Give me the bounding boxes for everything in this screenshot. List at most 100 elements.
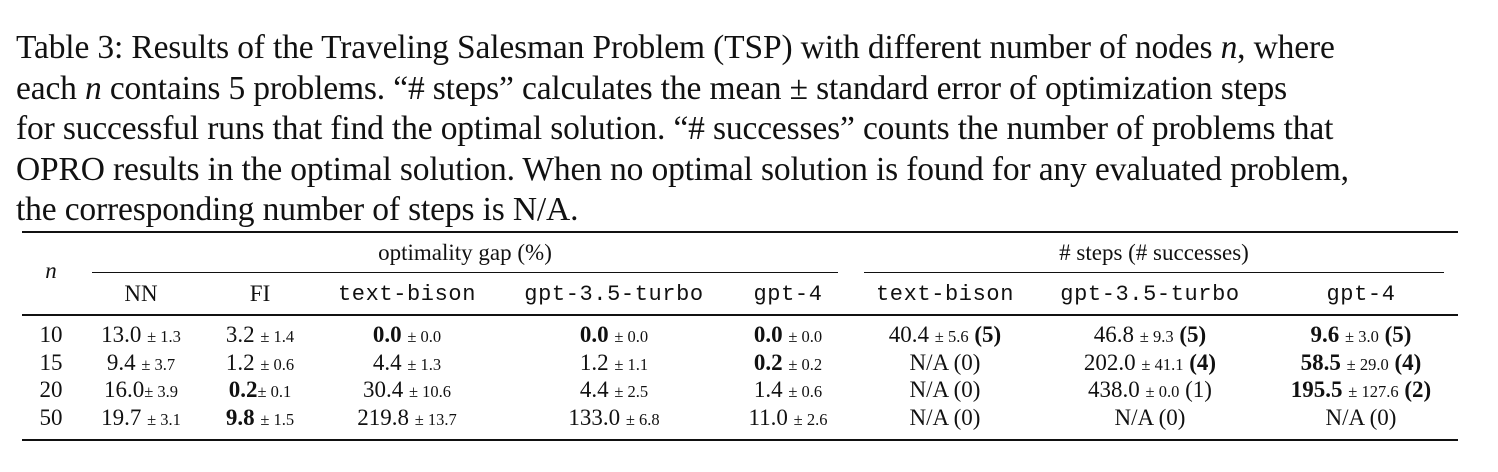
row-n-value: 10 [40, 322, 63, 348]
cell-value: 19.7 [101, 405, 142, 430]
caption-line: OPRO results in the optimal solution. Wh… [16, 150, 1349, 188]
cell-value: 195.5 [1290, 377, 1343, 402]
column-header-label: gpt-4 [753, 282, 823, 307]
cell-std-error: ± 0.0 [407, 327, 442, 346]
cell-std-error: ± 0.0 [614, 327, 649, 346]
cell-value: 40.4 [888, 322, 930, 347]
row-n-text: 10 [39, 322, 63, 347]
cell-std-error: ± 1.1 [614, 355, 649, 374]
cell-std-error: ± 41.1 [1141, 355, 1184, 374]
cell-std-error: ± 5.6 [934, 327, 969, 346]
cell-std-error: ± 2.5 [614, 382, 649, 401]
cell-std-error: ± 0.2 [788, 355, 823, 374]
table-bottom-rule [22, 439, 1458, 441]
cell-success-count: (5) [1179, 322, 1207, 347]
cell-std-error: ± 29.0 [1346, 355, 1389, 374]
table-cell: 30.4 ± 10.6 [363, 377, 451, 403]
cell-std-error: ± 127.6 [1348, 382, 1399, 401]
cell-value: 3.2 [225, 322, 255, 347]
row-n-value: 50 [40, 405, 63, 431]
cell-value: 4.4 [579, 377, 609, 402]
cell-std-error: ± 1.3 [407, 355, 442, 374]
table-cell: N/A (0) [1115, 405, 1186, 431]
cell-std-error: ± 0.0 [1145, 382, 1180, 401]
table-cell: 0.2± 0.1 [229, 377, 292, 403]
column-header-steps-text-bison: text-bison [876, 282, 1014, 307]
cell-std-error: ± 1.4 [260, 327, 295, 346]
table-cell: 4.4 ± 2.5 [580, 377, 648, 403]
cell-std-error: ± 10.6 [408, 382, 452, 401]
cell-value: N/A (0) [1325, 405, 1397, 430]
table-cell: 46.8 ± 9.3 (5) [1094, 322, 1206, 348]
cell-std-error: ± 0.0 [788, 327, 823, 346]
column-header-label: NN [124, 281, 158, 306]
column-header-steps-gpt-3-5-turbo: gpt-3.5-turbo [1060, 282, 1239, 307]
caption-math-n: n [1220, 29, 1238, 66]
caption-line: the corresponding number of steps is N/A… [16, 191, 579, 228]
cell-value: 9.4 [106, 350, 136, 375]
cell-value: 133.0 [568, 405, 621, 430]
table-cell: 0.2 ± 0.2 [754, 350, 822, 376]
cell-std-error: ± 3.0 [1345, 327, 1379, 346]
cell-value: N/A (0) [909, 377, 981, 402]
column-header-steps-gpt-4: gpt-4 [1326, 282, 1395, 307]
table-cell: N/A (0) [910, 350, 981, 376]
table-cell: 0.0 ± 0.0 [754, 322, 822, 348]
caption-line: Table 3: Results of the Traveling Salesm… [16, 28, 1486, 69]
table-cell: 0.0 ± 0.0 [580, 322, 648, 348]
table-cell: 438.0 ± 0.0 (1) [1088, 377, 1212, 403]
table-cell: N/A (0) [910, 377, 981, 403]
cell-value: 219.8 [357, 405, 409, 430]
cell-success-count: (1) [1185, 377, 1212, 402]
table-cell: 4.4 ± 1.3 [373, 350, 441, 376]
cell-value: 11.0 [748, 405, 788, 430]
cell-value: 0.0 [753, 322, 783, 347]
group-rule-steps [864, 272, 1444, 273]
cell-std-error: ± 6.8 [625, 410, 660, 429]
column-header-label: text-bison [875, 282, 1015, 307]
row-n-text: 20 [39, 377, 63, 402]
cell-value: 0.0 [372, 322, 402, 347]
column-header-label: gpt-3.5-turbo [524, 282, 704, 307]
table-cell: 3.2 ± 1.4 [226, 322, 294, 348]
row-n-text: 50 [39, 405, 63, 430]
cell-success-count: (5) [974, 322, 1002, 347]
caption-line-2-pre: each [16, 69, 85, 107]
cell-value: 46.8 [1093, 322, 1135, 347]
cell-success-count: (4) [1394, 350, 1422, 375]
cell-std-error: ± 3.9 [144, 382, 179, 401]
header-bottom-rule [22, 314, 1458, 316]
cell-value: 4.4 [372, 350, 402, 375]
table-cell: 11.0 ± 2.6 [749, 405, 828, 431]
cell-value: N/A (0) [909, 405, 981, 430]
column-header-label: FI [249, 281, 271, 306]
table-top-rule [22, 231, 1458, 233]
cell-success-count: (5) [1384, 322, 1412, 347]
cell-value: 30.4 [362, 377, 404, 402]
cell-value: 1.2 [579, 350, 609, 375]
cell-value: N/A (0) [909, 350, 981, 375]
table-cell: 195.5 ± 127.6 (2) [1291, 377, 1431, 403]
table-cell: 133.0 ± 6.8 [568, 405, 659, 431]
table-cell: 0.0 ± 0.0 [373, 322, 441, 348]
cell-std-error: ± 0.6 [788, 382, 823, 401]
column-header-label: text-bison [337, 282, 477, 307]
group-header-text: # steps (# successes) [1059, 240, 1249, 265]
column-header-gap-fi: FI [250, 281, 270, 307]
row-header-n-text: n [45, 258, 57, 283]
cell-std-error: ± 0.6 [260, 355, 295, 374]
cell-std-error: ± 13.7 [414, 410, 457, 429]
table-cell: 40.4 ± 5.6 (5) [889, 322, 1001, 348]
table-cell: 19.7 ± 3.1 [101, 405, 181, 431]
table-cell: 1.2 ± 0.6 [226, 350, 294, 376]
table-cell: N/A (0) [1326, 405, 1397, 431]
cell-value: 202.0 [1083, 350, 1136, 375]
cell-value: 1.4 [753, 377, 783, 402]
table-cell: 9.8 ± 1.5 [226, 405, 294, 431]
group-header-text: optimality gap (%) [378, 240, 552, 265]
cell-value: N/A (0) [1114, 405, 1186, 430]
table-cell: 1.4 ± 0.6 [754, 377, 822, 403]
caption-line: each n contains 5 problems. “# steps” ca… [16, 69, 1486, 110]
cell-success-count: (4) [1189, 350, 1217, 375]
